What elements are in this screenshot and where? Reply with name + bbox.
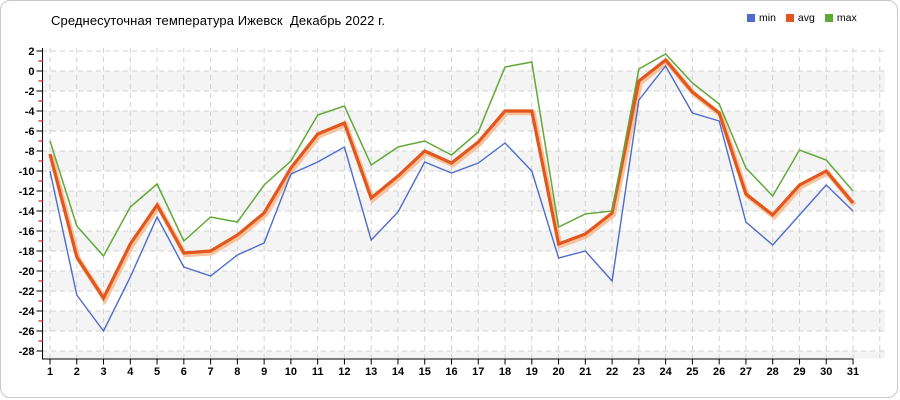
y-axis-label: -4: [25, 106, 36, 118]
x-axis-label: 26: [713, 366, 725, 378]
x-axis-label: 15: [419, 366, 431, 378]
x-axis-label: 5: [154, 366, 160, 378]
legend: min avg max: [747, 12, 857, 24]
series-min-line: [49, 64, 854, 333]
x-axis-label: 3: [100, 366, 106, 378]
y-axis-label: -20: [19, 266, 35, 278]
legend-label-avg: avg: [797, 12, 815, 24]
x-axis-label: 11: [312, 366, 324, 378]
x-axis-label: 10: [285, 366, 297, 378]
legend-label-max: max: [836, 12, 857, 24]
y-axis-label: -18: [19, 246, 35, 258]
y-axis-label: -24: [19, 306, 36, 318]
x-axis-label: 29: [793, 366, 805, 378]
chart-title: Среднесуточная температура Ижевск Декабр…: [51, 13, 386, 28]
y-axis-label: -6: [25, 126, 35, 138]
x-axis-label: 19: [526, 366, 538, 378]
x-axis-label: 28: [767, 366, 779, 378]
x-axis-label: 22: [606, 366, 618, 378]
y-axis-label: -2: [25, 86, 35, 98]
x-axis-label: 31: [847, 366, 859, 378]
x-axis-label: 2: [74, 366, 80, 378]
y-axis-label: -8: [25, 146, 35, 158]
series-max-line: [49, 53, 854, 258]
x-axis-label: 23: [633, 366, 645, 378]
x-axis-label: 30: [820, 366, 832, 378]
x-axis-label: 16: [445, 366, 457, 378]
y-axis-label: 0: [28, 66, 34, 78]
x-axis-label: 7: [208, 366, 214, 378]
min-series-swatch: [747, 14, 755, 22]
y-axis-label: -16: [19, 226, 35, 238]
x-axis-label: 25: [686, 366, 698, 378]
x-axis-label: 27: [740, 366, 752, 378]
x-axis-label: 21: [579, 366, 591, 378]
x-axis-label: 14: [392, 366, 405, 378]
x-axis-label: 6: [181, 366, 187, 378]
x-axis-label: 9: [261, 366, 267, 378]
x-axis-label: 17: [472, 366, 484, 378]
x-axis-label: 4: [127, 366, 134, 378]
x-axis-label: 24: [660, 366, 673, 378]
y-axis-label: 2: [28, 46, 34, 58]
x-axis-label: 20: [552, 366, 564, 378]
legend-item-min[interactable]: min: [747, 12, 776, 24]
y-axis-label: -12: [19, 186, 35, 198]
y-axis-label: -22: [19, 286, 35, 298]
y-axis-label: -28: [19, 346, 35, 358]
legend-item-max[interactable]: max: [824, 12, 857, 24]
y-axis-label: -10: [19, 166, 35, 178]
x-axis-label: 18: [499, 366, 511, 378]
legend-label-min: min: [759, 12, 776, 24]
series-avg-line: [48, 57, 855, 302]
avg-series-swatch: [785, 14, 794, 22]
y-axis-label: -26: [19, 326, 35, 338]
x-axis-label: 8: [234, 366, 240, 378]
legend-item-avg[interactable]: avg: [785, 12, 815, 24]
max-series-swatch: [824, 14, 833, 22]
y-axis-label: -14: [19, 206, 36, 218]
x-axis-label: 13: [365, 366, 377, 378]
x-axis-label: 12: [338, 366, 350, 378]
x-axis-label: 1: [47, 366, 53, 378]
